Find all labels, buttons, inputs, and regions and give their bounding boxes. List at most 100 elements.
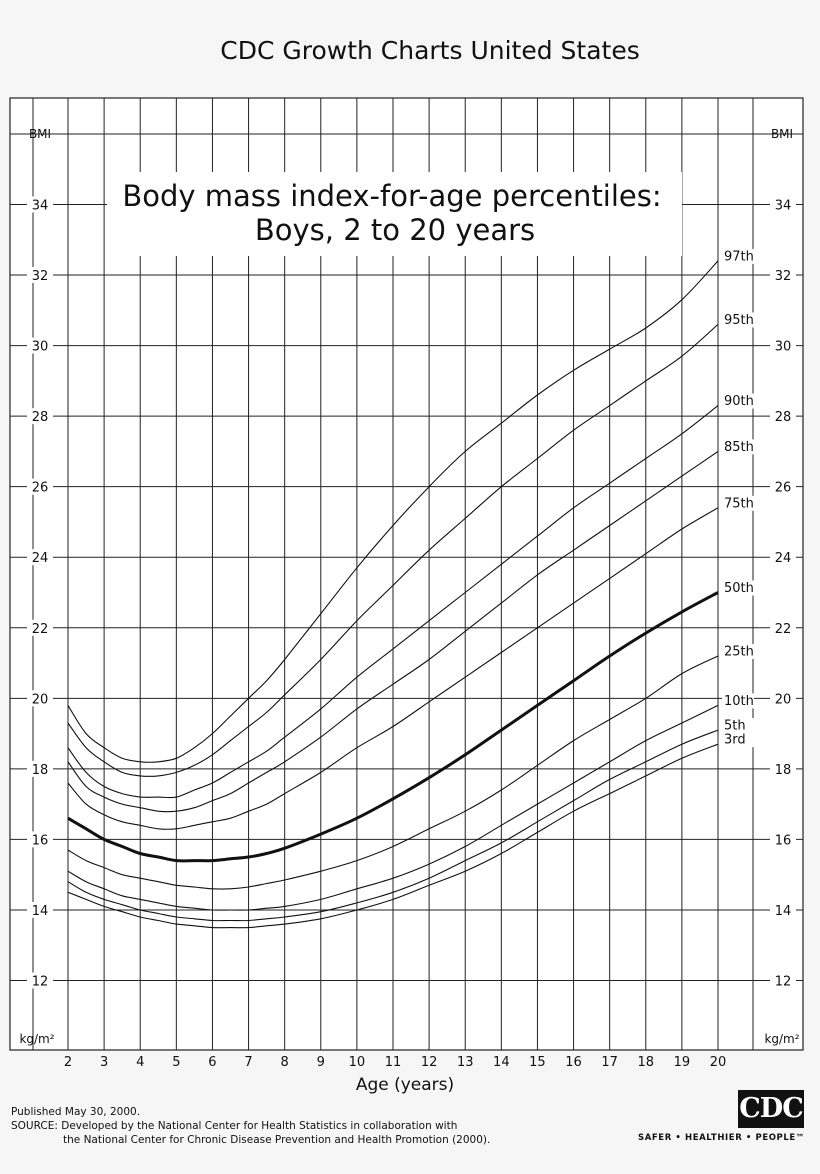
- tick-label-bg: [27, 408, 53, 425]
- x-tick-label: 9: [317, 1055, 325, 1070]
- percentile-curve-10th: [67, 704, 719, 911]
- percentile-curve-25th: [67, 655, 719, 890]
- y-tick-label: 14: [775, 904, 792, 919]
- x-tick-label: 12: [421, 1055, 438, 1070]
- y-tick-label: 12: [775, 975, 792, 990]
- y-tick-label: 20: [775, 692, 792, 707]
- tick-label-bg: [27, 196, 53, 213]
- chart-subtitle: Boys, 2 to 20 years: [255, 213, 535, 247]
- series-label-5th: 5th: [724, 719, 746, 734]
- x-tick-label: 14: [493, 1055, 510, 1070]
- tick-label-bg: [770, 478, 796, 495]
- series-label-bg: [722, 732, 754, 748]
- tick-label-bg: [770, 549, 796, 566]
- y-tick-label: 34: [32, 199, 49, 214]
- x-tick-label: 18: [638, 1055, 655, 1070]
- y-tick-label: 16: [775, 833, 792, 848]
- percentile-curve-5th: [67, 729, 719, 922]
- series-label-75th: 75th: [724, 496, 754, 511]
- x-tick-label: 13: [457, 1055, 474, 1070]
- series-label-90th: 90th: [724, 394, 754, 409]
- percentile-curve-3rd: [67, 743, 719, 929]
- percentile-curve-97th: [67, 260, 719, 763]
- x-tick-label: 3: [100, 1055, 108, 1070]
- series-label-3rd: 3rd: [724, 733, 746, 748]
- published-note: Published May 30, 2000.: [11, 1106, 141, 1118]
- y-tick-label: 30: [775, 340, 792, 355]
- tick-label-bg: [770, 619, 796, 636]
- page-title: CDC Growth Charts United States: [220, 36, 640, 65]
- x-tick-label: 5: [172, 1055, 180, 1070]
- cdc-tagline: SAFER • HEALTHIER • PEOPLE™: [638, 1133, 805, 1143]
- tick-label-bg: [27, 267, 53, 284]
- y-tick-label: 16: [32, 833, 49, 848]
- percentile-curve-90th: [67, 405, 719, 799]
- tick-label-bg: [27, 337, 53, 354]
- x-tick-label: 4: [136, 1055, 144, 1070]
- y-axis-label-right: BMI: [771, 127, 793, 141]
- tick-label-bg: [770, 408, 796, 425]
- x-tick-label: 16: [565, 1055, 582, 1070]
- x-tick-label: 7: [244, 1055, 252, 1070]
- tick-label-bg: [27, 972, 53, 989]
- x-axis-label: Age (years): [356, 1075, 454, 1095]
- x-tick-label: 19: [674, 1055, 691, 1070]
- series-label-50th: 50th: [724, 581, 754, 596]
- y-tick-label: 26: [775, 481, 792, 496]
- tick-label-bg: [770, 901, 796, 918]
- percentile-curve-50th: [67, 591, 719, 863]
- series-label-bg: [722, 248, 754, 264]
- y-tick-label: 24: [32, 551, 49, 566]
- series-label-bg: [722, 495, 754, 511]
- plot-frame: [9, 97, 804, 1051]
- y-tick-label: 14: [32, 904, 49, 919]
- x-tick-label: 8: [281, 1055, 289, 1070]
- tick-label-bg: [27, 478, 53, 495]
- tick-label-bg: [27, 549, 53, 566]
- y-tick-label: 18: [775, 763, 792, 778]
- series-label-97th: 97th: [724, 249, 754, 264]
- y-tick-label: 12: [32, 975, 49, 990]
- tick-label-bg: [770, 972, 796, 989]
- tick-label-bg: [27, 760, 53, 777]
- tick-label-bg: [770, 196, 796, 213]
- series-label-bg: [722, 718, 754, 734]
- tick-label-bg: [770, 337, 796, 354]
- cdc-logo: CDC SAFER • HEALTHIER • PEOPLE™: [636, 1090, 812, 1146]
- series-label-bg: [722, 439, 754, 455]
- unit-label-right: kg/m²: [764, 1032, 799, 1046]
- chart-title: Body mass index-for-age percentiles:: [122, 179, 661, 213]
- tick-label-bg: [27, 901, 53, 918]
- tick-label-bg: [27, 619, 53, 636]
- y-tick-label: 28: [32, 410, 49, 425]
- series-label-bg: [722, 312, 754, 328]
- x-tick-label: 17: [601, 1055, 618, 1070]
- y-tick-label: 20: [32, 692, 49, 707]
- y-tick-label: 30: [32, 340, 49, 355]
- x-tick-label: 11: [385, 1055, 402, 1070]
- y-tick-label: 22: [775, 622, 792, 637]
- tick-label-bg: [27, 690, 53, 707]
- series-label-bg: [722, 580, 754, 596]
- cdc-logo-mark: CDC: [738, 1090, 804, 1128]
- y-tick-label: 28: [775, 410, 792, 425]
- percentile-curve-85th: [67, 450, 719, 813]
- series-label-25th: 25th: [724, 644, 754, 659]
- series-label-bg: [722, 693, 754, 709]
- x-tick-label: 20: [710, 1055, 727, 1070]
- tick-label-bg: [770, 267, 796, 284]
- x-tick-label: 10: [349, 1055, 366, 1070]
- source-line-1: SOURCE: Developed by the National Center…: [11, 1120, 458, 1132]
- grid-layer: [9, 97, 804, 1051]
- series-label-85th: 85th: [724, 440, 754, 455]
- series-label-95th: 95th: [724, 313, 754, 328]
- series-label-bg: [722, 643, 754, 659]
- tick-label-bg: [770, 760, 796, 777]
- x-tick-label: 2: [64, 1055, 72, 1070]
- y-tick-label: 34: [775, 199, 792, 214]
- tick-label-bg: [27, 831, 53, 848]
- tick-label-bg: [770, 831, 796, 848]
- series-label-10th: 10th: [724, 694, 754, 709]
